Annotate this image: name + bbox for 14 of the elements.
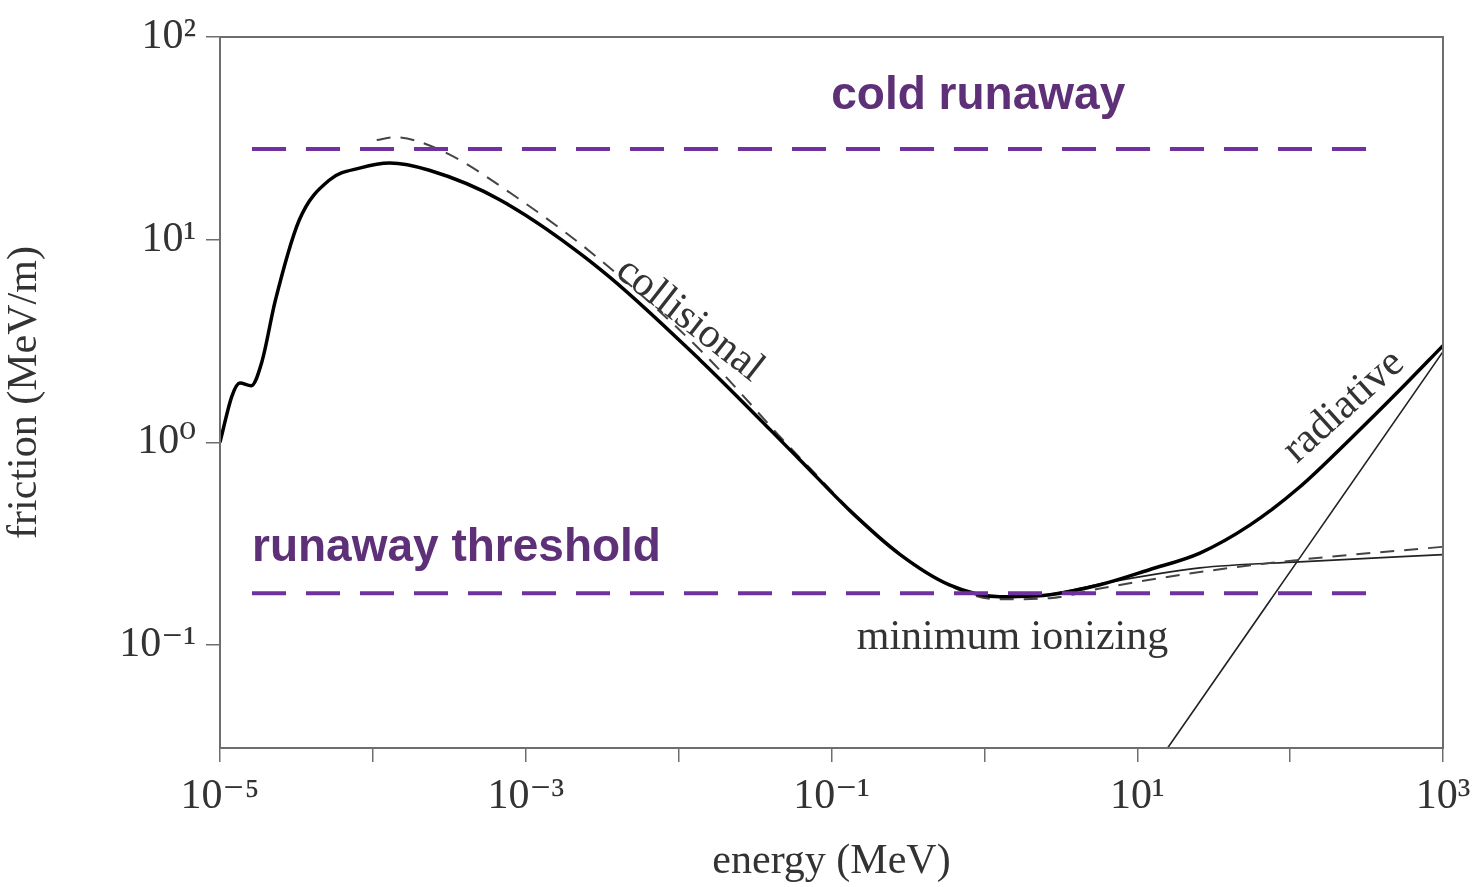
y-tick-label: 10⁰ [137,416,196,463]
x-tick-label: 10³ [1415,771,1471,818]
annotation: minimum ionizing [856,611,1169,658]
y-axis-title: friction (MeV/m) [0,246,47,539]
y-tick-label: 10¹ [141,213,196,260]
x-tick-label: 10⁻³ [487,771,565,818]
x-axis-title: energy (MeV) [712,835,951,883]
x-tick-label: 10¹ [1109,771,1165,818]
y-tick-label: 10² [141,11,196,58]
x-tick-label: 10⁻⁵ [180,771,260,818]
ref-line-label: cold runaway [831,67,1126,120]
y-tick-label: 10⁻¹ [119,618,196,665]
x-tick-label: 10⁻¹ [793,771,870,818]
ref-line-label: runaway threshold [252,519,661,572]
